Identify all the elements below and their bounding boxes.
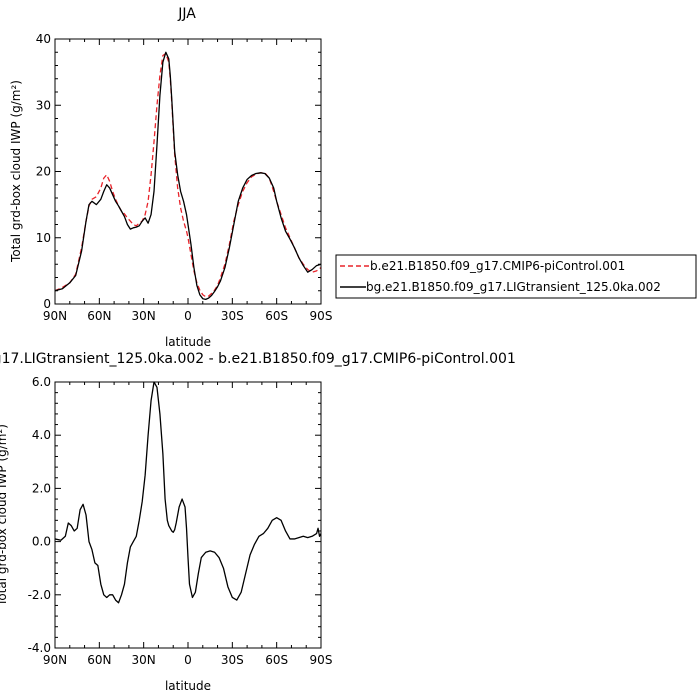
bottom-chart-tick-labels: 90N 60N 30N 0 30S 60S 90S -4.0 -2.0 0.0 2.0 4.0 6.0 bbox=[28, 375, 333, 667]
bottom-x-tick-label: 60S bbox=[265, 653, 288, 667]
top-series-line-1 bbox=[54, 51, 322, 301]
top-y-tick-label: 10 bbox=[36, 231, 51, 245]
bottom-y-tick-label: -4.0 bbox=[28, 641, 51, 655]
top-chart-frame bbox=[54, 38, 322, 305]
legend-box bbox=[335, 254, 697, 299]
top-chart-ticks bbox=[54, 38, 322, 305]
bottom-series-line-0 bbox=[54, 381, 322, 604]
top-x-tick-label: 90N bbox=[43, 309, 67, 323]
top-chart-tick-labels: 90N 60N 30N 0 30S 60S 90S 0 10 20 30 40 bbox=[36, 32, 333, 323]
top-chart-title: JJA bbox=[177, 6, 196, 22]
bottom-chart-ylabel: Total grd-box cloud IWP (g/m²) bbox=[0, 424, 9, 607]
top-y-tick-label: 0 bbox=[43, 297, 51, 311]
top-chart: JJA 90N 60N 30N 0 30S 60S 90S 0 10 20 30 40 latitud… bbox=[9, 6, 332, 349]
top-x-tick-label: 0 bbox=[184, 309, 192, 323]
bottom-y-tick-label: 2.0 bbox=[32, 481, 51, 495]
bottom-y-tick-label: 6.0 bbox=[32, 375, 51, 389]
top-y-tick-label: 40 bbox=[36, 32, 51, 46]
bottom-chart: bg.e21.B1850.f09_g17.LIGtransient_125.0k… bbox=[0, 351, 516, 693]
bottom-x-tick-label: 30S bbox=[221, 653, 244, 667]
bottom-chart-xlabel: latitude bbox=[165, 679, 211, 693]
top-x-tick-label: 60N bbox=[87, 309, 111, 323]
bottom-chart-series bbox=[54, 381, 322, 604]
bottom-y-tick-label: 4.0 bbox=[32, 428, 51, 442]
bottom-x-tick-label: 90N bbox=[43, 653, 67, 667]
bottom-y-tick-label: 0.0 bbox=[32, 535, 51, 549]
bottom-x-tick-label: 60N bbox=[87, 653, 111, 667]
top-y-tick-label: 30 bbox=[36, 98, 51, 112]
bottom-x-tick-label: 0 bbox=[184, 653, 192, 667]
top-series-line-0 bbox=[54, 52, 322, 298]
top-x-tick-label: 60S bbox=[265, 309, 288, 323]
top-x-tick-label: 30S bbox=[221, 309, 244, 323]
bottom-x-tick-label: 90S bbox=[310, 653, 333, 667]
top-y-tick-label: 20 bbox=[36, 165, 51, 179]
top-chart-ylabel: Total grd-box cloud IWP (g/m²) bbox=[9, 80, 23, 263]
bottom-chart-title: bg.e21.B1850.f09_g17.LIGtransient_125.0k… bbox=[0, 351, 516, 367]
top-chart-xlabel: latitude bbox=[165, 335, 211, 349]
bottom-chart-frame bbox=[54, 381, 322, 649]
bottom-x-tick-label: 30N bbox=[132, 653, 156, 667]
bottom-chart-ticks bbox=[54, 381, 322, 649]
top-x-tick-label: 30N bbox=[132, 309, 156, 323]
bottom-y-tick-label: -2.0 bbox=[28, 588, 51, 602]
top-x-tick-label: 90S bbox=[310, 309, 333, 323]
legend: b.e21.B1850.f09_g17.CMIP6-piControl.001 … bbox=[335, 254, 697, 299]
legend-label-control: b.e21.B1850.f09_g17.CMIP6-piControl.001 bbox=[370, 259, 625, 273]
top-chart-series bbox=[54, 51, 322, 301]
legend-label-lig: bg.e21.B1850.f09_g17.LIGtransient_125.0k… bbox=[366, 280, 661, 294]
